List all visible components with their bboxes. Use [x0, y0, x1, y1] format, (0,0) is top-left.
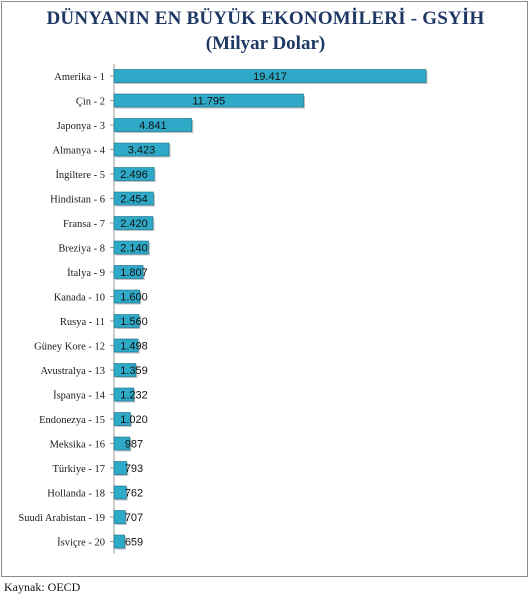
- value-label: 2.496: [120, 169, 148, 181]
- value-label: 3.423: [128, 145, 156, 157]
- category-label: Endonezya - 15: [39, 415, 105, 426]
- category-label: Almanya - 4: [53, 145, 106, 156]
- bar: [113, 534, 125, 549]
- category-label: İngiltere - 5: [55, 169, 105, 181]
- value-label: 762: [125, 488, 143, 500]
- bar: [113, 240, 149, 255]
- value-label: 1.020: [120, 414, 148, 426]
- bar: [113, 363, 137, 377]
- value-label: 1.359: [120, 365, 148, 377]
- category-label: Avustralya - 13: [40, 366, 105, 377]
- category-label: Kanada - 10: [54, 292, 105, 303]
- value-labels-group: 19.417 11.795 4.841 3.423 2.496 2.454 2.420 2.1…: [120, 71, 287, 549]
- value-label: 1.560: [120, 316, 148, 328]
- category-label: Rusya - 11: [60, 317, 105, 328]
- value-label: 1.600: [120, 292, 148, 304]
- category-label: İspanya - 14: [53, 389, 106, 401]
- bar: [113, 265, 144, 279]
- category-label: Türkiye - 17: [53, 464, 106, 475]
- category-label: Suudi Arabistan - 19: [18, 513, 105, 524]
- category-label: İsviçre - 20: [57, 536, 105, 548]
- category-label: Güney Kore - 12: [34, 341, 105, 352]
- bar: [113, 167, 155, 181]
- category-label: Japonya - 3: [57, 121, 105, 132]
- bar: [113, 338, 139, 353]
- bar: [113, 485, 127, 500]
- value-label: 659: [125, 537, 143, 549]
- chart-subtitle: (Milyar Dolar): [205, 33, 326, 54]
- bar: [113, 289, 141, 304]
- value-label: 2.420: [120, 218, 148, 230]
- chart-title: DÜNYANIN EN BÜYÜK EKONOMİLERİ - GSYİH: [46, 8, 485, 29]
- category-label: İtalya - 9: [67, 267, 105, 279]
- value-label: 11.795: [192, 96, 225, 108]
- bar: [113, 142, 170, 157]
- category-label: Breziya - 8: [58, 243, 105, 254]
- category-label: Amerika - 1: [54, 72, 105, 83]
- chart-frame: [1, 1, 528, 577]
- value-label: 707: [125, 512, 143, 524]
- category-label: Çin - 2: [76, 96, 105, 107]
- bar: [113, 216, 154, 230]
- value-label: 987: [125, 439, 143, 451]
- value-label: 793: [125, 463, 143, 475]
- category-label: Hollanda - 18: [47, 488, 105, 499]
- bar: [113, 93, 304, 108]
- value-label: 4.841: [139, 120, 167, 132]
- category-labels-group: Amerika - 1 Çin - 2 Japonya - 3 Almanya - 4…: [18, 72, 106, 548]
- bars-group: [110, 64, 428, 554]
- bar: [113, 191, 154, 206]
- bar: [113, 314, 140, 328]
- category-label: Hindistan - 6: [50, 194, 105, 205]
- bar-chart: Amerika - 1 Çin - 2 Japonya - 3 Almanya - 4…: [18, 64, 428, 554]
- value-label: 19.417: [253, 71, 287, 83]
- bar: [113, 436, 131, 451]
- bar: [113, 412, 131, 426]
- bar: [113, 461, 128, 475]
- bar: [113, 387, 135, 402]
- value-label: 2.454: [120, 194, 148, 206]
- value-label: 2.140: [120, 243, 148, 255]
- source-note: Kaynak: OECD: [4, 580, 81, 594]
- category-label: Meksika - 16: [50, 439, 105, 450]
- category-label: Fransa - 7: [63, 219, 105, 230]
- value-label: 1.232: [120, 390, 148, 402]
- value-label: 1.498: [120, 341, 148, 353]
- bar: [113, 118, 193, 132]
- bar: [113, 69, 427, 83]
- value-label: 1.807: [120, 267, 148, 279]
- bar: [113, 510, 126, 524]
